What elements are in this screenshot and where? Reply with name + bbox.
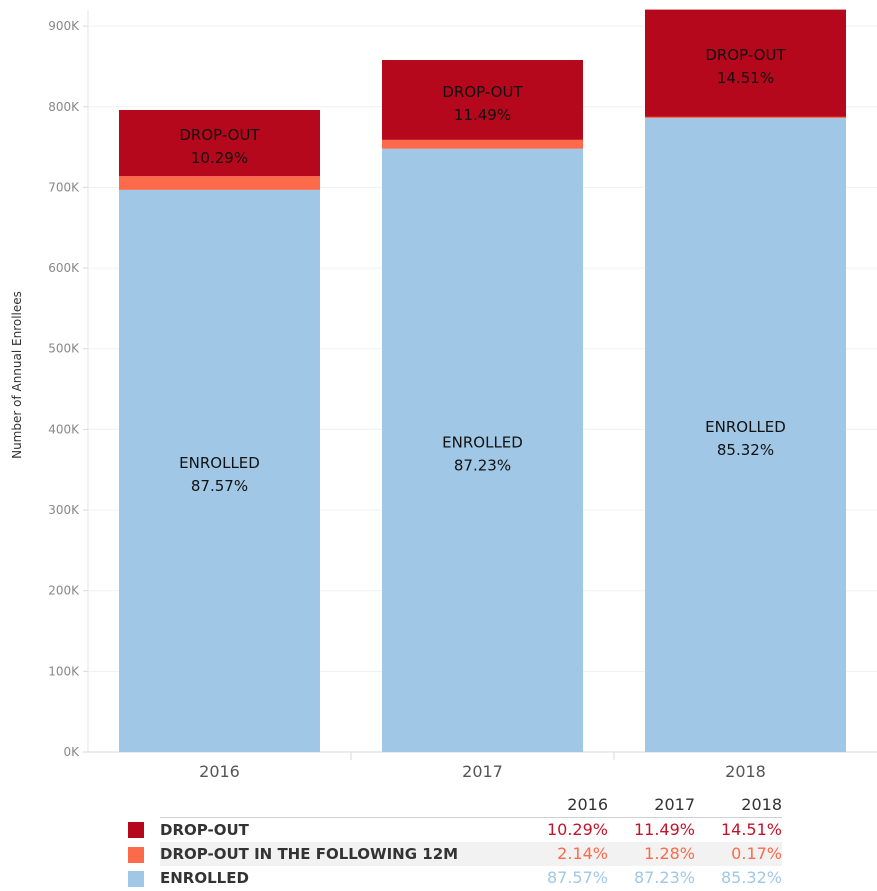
y-tick-label: 800K	[48, 100, 80, 114]
bar-segment	[645, 118, 846, 752]
legend-percent-value: 87.57%	[546, 868, 608, 887]
y-tick-label: 300K	[48, 503, 80, 517]
bar-segment	[645, 9, 846, 117]
y-tick-label: 500K	[48, 342, 80, 356]
legend-percent-value: 1.28%	[608, 842, 695, 866]
bar-segment	[382, 139, 583, 149]
legend-row-label: DROP-OUT IN THE FOLLOWING 12M	[160, 842, 521, 866]
legend-percent-value: 2.14%	[521, 842, 608, 866]
legend-year-header: 2017	[608, 793, 695, 818]
x-tick-label: 2016	[199, 762, 240, 781]
legend-percent-value: 85.32%	[720, 868, 782, 887]
y-tick-label: 200K	[48, 584, 80, 598]
legend-row-label: DROP-OUT	[160, 821, 249, 839]
legend-body: DROP-OUT 10.29% 11.49% 14.51% DROP-OUT IN TH…	[126, 818, 782, 891]
legend-row: DROP-OUT 10.29% 11.49% 14.51%	[126, 818, 782, 843]
bar-labels: ENROLLED 87.57% DROP-OUT 10.29% ENROLLED 87.2…	[179, 46, 786, 495]
legend-percent-value: 10.29%	[546, 820, 608, 839]
legend-percent-value: 0.17%	[695, 842, 782, 866]
segment-percent-label: 14.51%	[717, 69, 774, 87]
segment-percent-label: 85.32%	[717, 441, 774, 459]
y-tick-label: 600K	[48, 261, 80, 275]
legend-swatch	[128, 870, 144, 887]
legend-header-blank	[160, 793, 521, 818]
stacked-bar-chart: 0K 100K 200K 300K 400K 500K 600K 700K 800K 900K E…	[10, 9, 877, 781]
segment-percent-label: 87.23%	[454, 456, 511, 474]
segment-label: ENROLLED	[179, 454, 260, 472]
y-tick-label: 700K	[48, 180, 80, 194]
legend-year-header: 2016	[521, 793, 608, 818]
legend-header-row: 2016 2017 2018	[126, 793, 782, 818]
segment-label: DROP-OUT	[179, 126, 260, 144]
bar-segment	[119, 189, 320, 752]
segment-percent-label: 10.29%	[191, 149, 248, 167]
legend-row-label: ENROLLED	[160, 869, 249, 887]
y-tick-label: 0K	[63, 745, 80, 759]
legend-year-header: 2018	[695, 793, 782, 818]
legend-percent-value: 11.49%	[633, 820, 695, 839]
legend-header-blank	[126, 793, 160, 818]
legend-swatch-cell	[126, 866, 160, 890]
bar-segment	[119, 110, 320, 177]
x-tick-label: 2018	[725, 762, 766, 781]
legend-swatch-cell	[126, 842, 160, 866]
segment-percent-label: 87.57%	[191, 477, 248, 495]
legend-swatch	[128, 846, 144, 863]
legend-percent-value: 87.23%	[633, 868, 695, 887]
segment-label: DROP-OUT	[442, 83, 523, 101]
legend-row: ENROLLED 87.57% 87.23% 85.32%	[126, 866, 782, 890]
x-tick-label: 2017	[462, 762, 503, 781]
segment-percent-label: 11.49%	[454, 106, 511, 124]
segment-label: ENROLLED	[442, 433, 523, 451]
bars	[119, 9, 846, 752]
legend-percent-value: 14.51%	[720, 820, 782, 839]
legend-table: 2016 2017 2018 DROP-OUT 10.29% 11.49% 14.51% D…	[126, 793, 782, 890]
bar-segment	[119, 176, 320, 190]
legend-swatch	[128, 822, 144, 839]
bar-segment	[382, 148, 583, 752]
bar-segment	[382, 60, 583, 140]
x-axis-ticks: 2016 2017 2018	[199, 752, 766, 781]
segment-label: DROP-OUT	[705, 46, 786, 64]
y-tick-label: 900K	[48, 19, 80, 33]
y-tick-label: 400K	[48, 422, 80, 436]
bar-segment	[645, 116, 846, 119]
y-axis-title: Number of Annual Enrollees	[10, 291, 24, 459]
y-axis-ticks: 0K 100K 200K 300K 400K 500K 600K 700K 800K 900K	[48, 19, 88, 759]
y-tick-label: 100K	[48, 664, 80, 678]
legend-row: DROP-OUT IN THE FOLLOWING 12M 2.14% 1.28% 0…	[126, 842, 782, 866]
segment-label: ENROLLED	[705, 418, 786, 436]
legend-swatch-cell	[126, 818, 160, 843]
